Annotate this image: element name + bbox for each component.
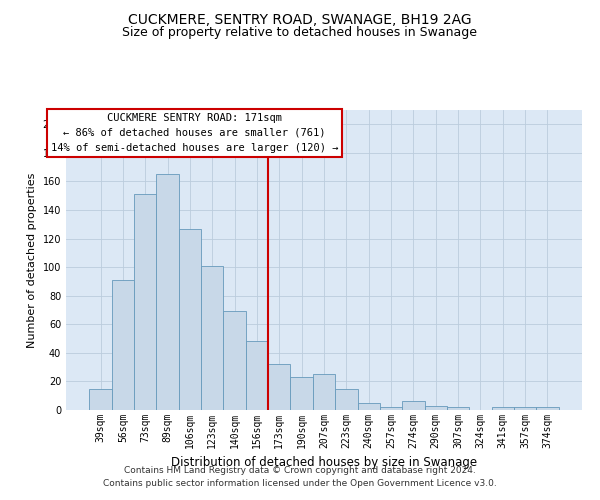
Text: Contains HM Land Registry data © Crown copyright and database right 2024.
Contai: Contains HM Land Registry data © Crown c… [103,466,497,487]
Bar [268,364,290,410]
Bar [179,228,201,410]
Bar [134,194,157,410]
Bar [201,266,223,410]
X-axis label: Distribution of detached houses by size in Swanage: Distribution of detached houses by size … [171,456,477,469]
Bar [112,280,134,410]
Y-axis label: Number of detached properties: Number of detached properties [27,172,37,348]
Bar [89,388,112,410]
Text: CUCKMERE, SENTRY ROAD, SWANAGE, BH19 2AG: CUCKMERE, SENTRY ROAD, SWANAGE, BH19 2AG [128,12,472,26]
Bar [290,377,313,410]
Bar [425,406,447,410]
Text: Size of property relative to detached houses in Swanage: Size of property relative to detached ho… [122,26,478,39]
Bar [491,407,514,410]
Bar [223,312,246,410]
Text: CUCKMERE SENTRY ROAD: 171sqm
← 86% of detached houses are smaller (761)
14% of s: CUCKMERE SENTRY ROAD: 171sqm ← 86% of de… [50,113,338,152]
Bar [335,388,358,410]
Bar [157,174,179,410]
Bar [380,407,402,410]
Bar [447,407,469,410]
Bar [246,342,268,410]
Bar [536,407,559,410]
Bar [402,402,425,410]
Bar [358,403,380,410]
Bar [514,407,536,410]
Bar [313,374,335,410]
